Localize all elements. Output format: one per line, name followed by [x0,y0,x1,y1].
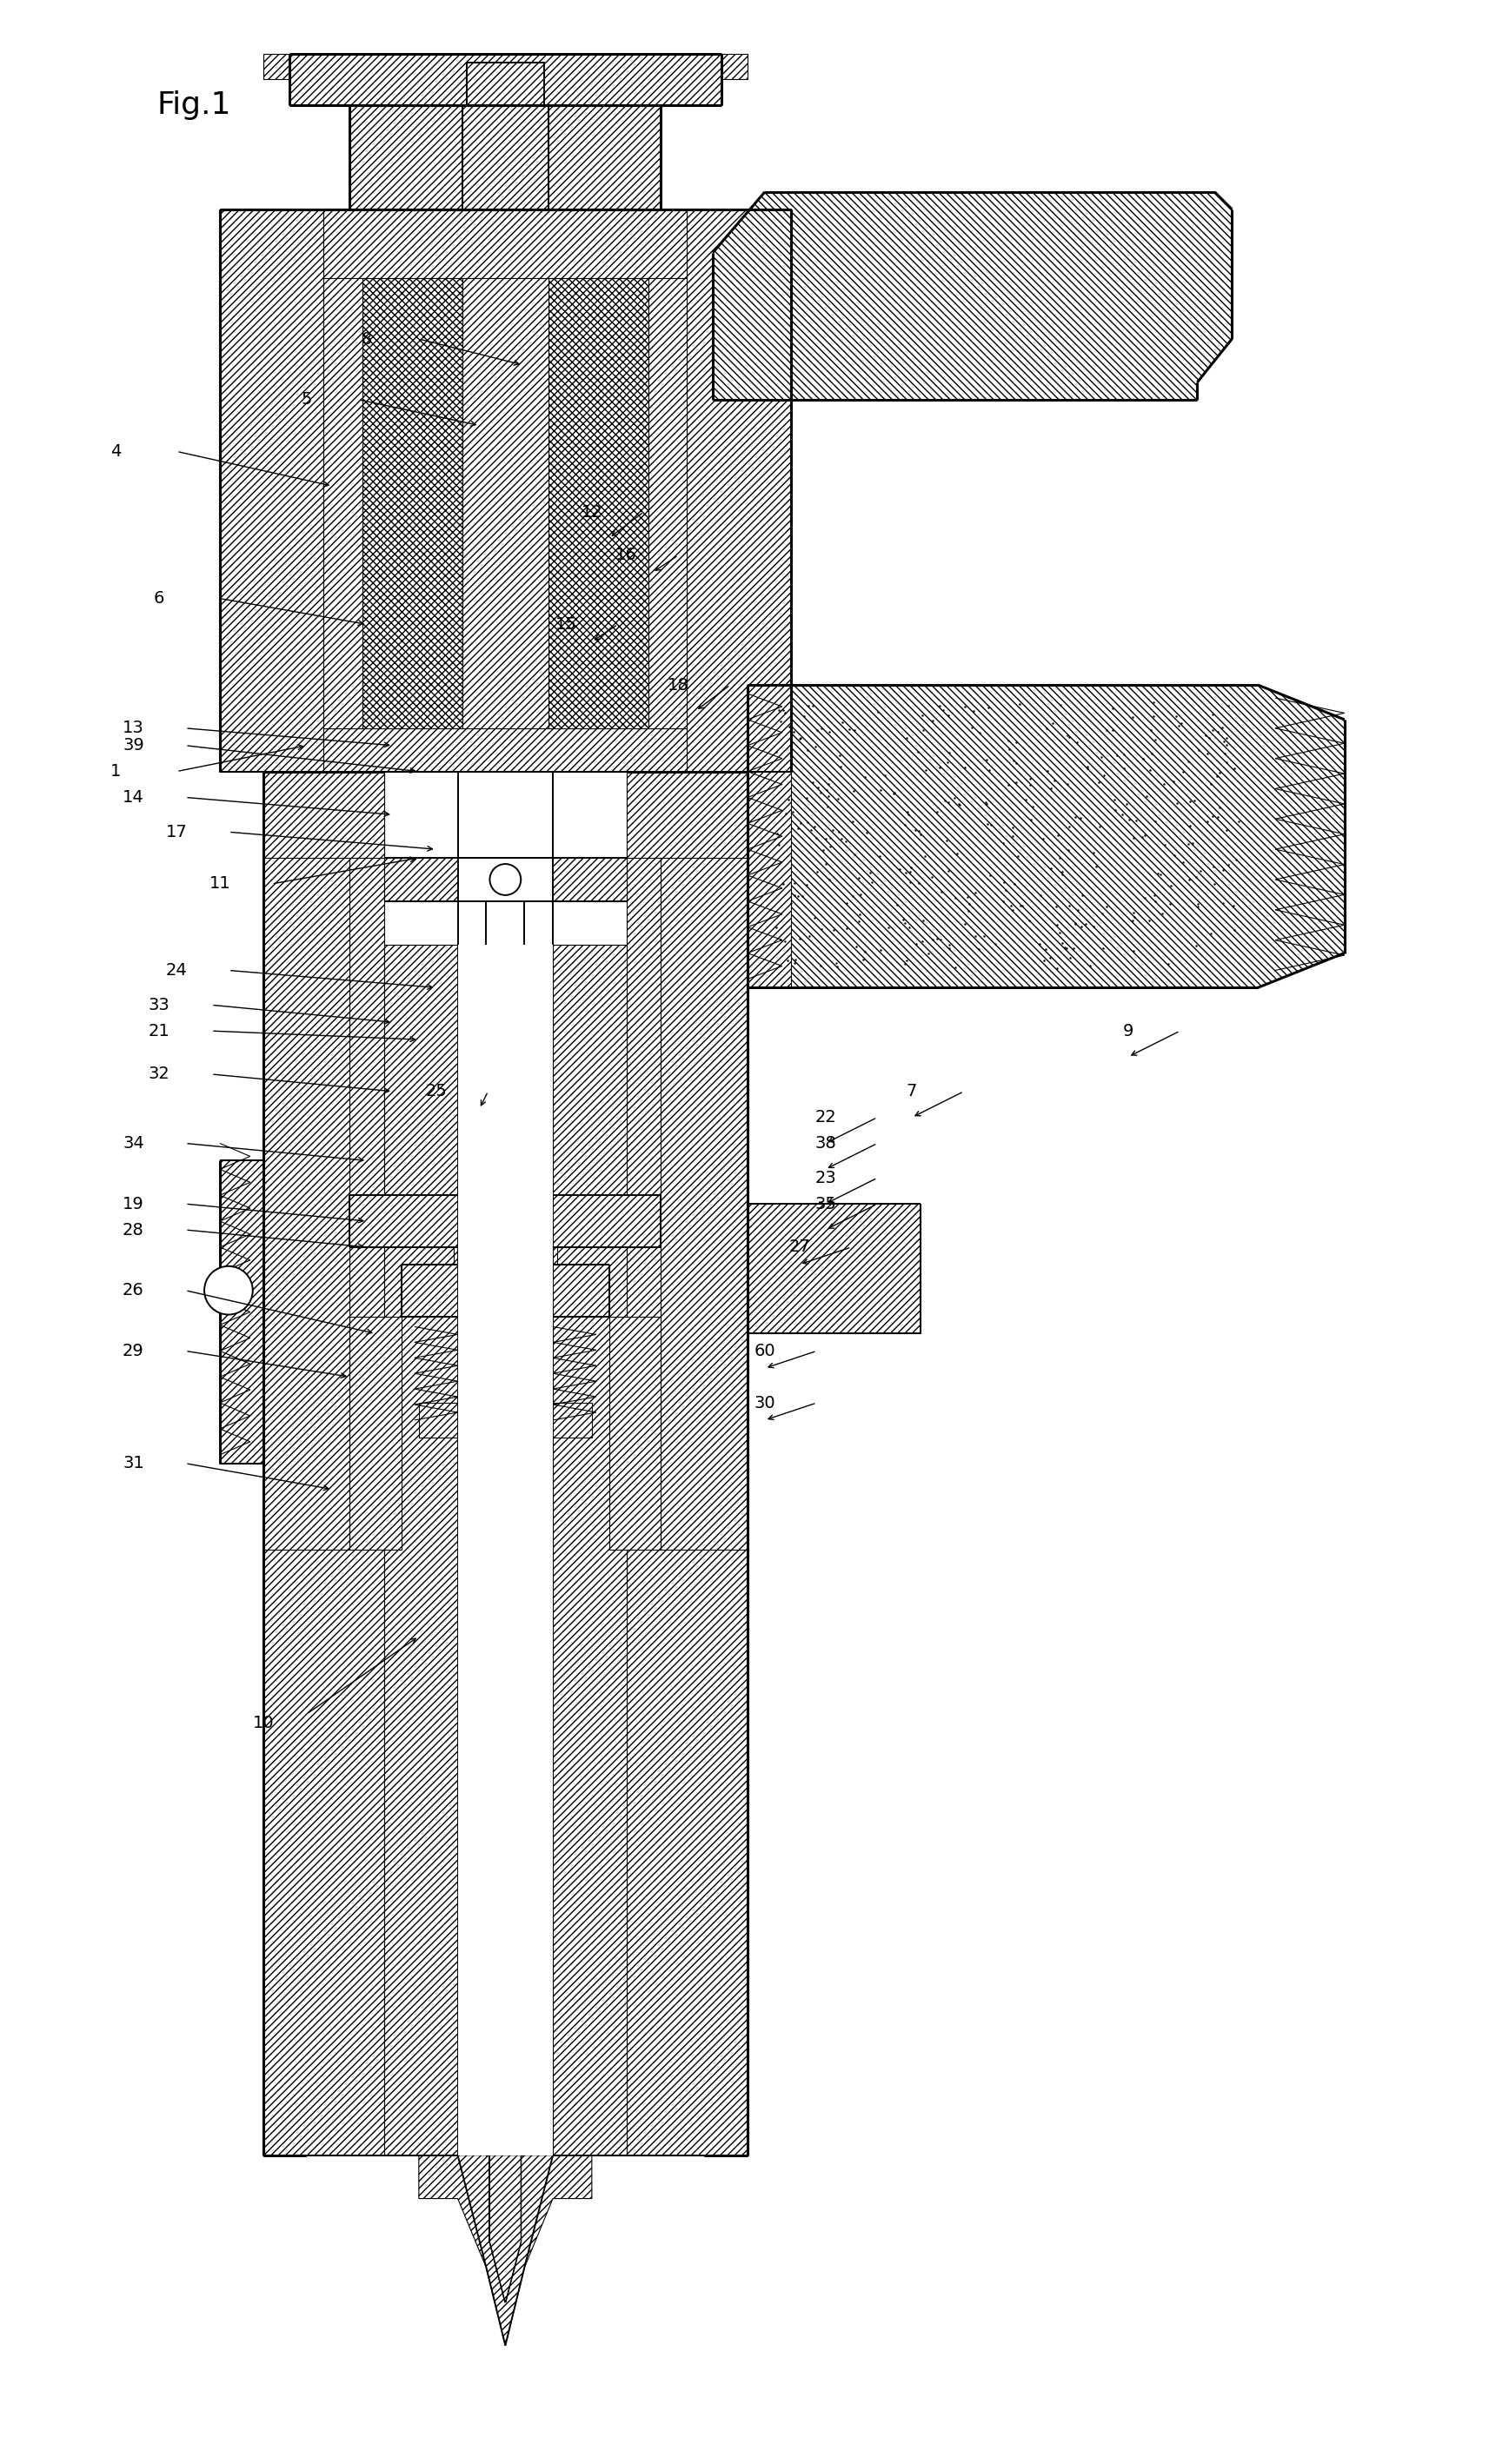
Polygon shape [552,944,627,2156]
Polygon shape [384,857,627,902]
Polygon shape [747,685,1345,988]
Polygon shape [747,1205,920,1333]
Text: 12: 12 [581,503,603,520]
Text: Fig.1: Fig.1 [156,91,231,121]
Text: 26: 26 [122,1281,144,1299]
Polygon shape [548,278,648,729]
Polygon shape [402,1264,609,1316]
Polygon shape [457,944,552,2156]
Text: 10: 10 [253,1715,274,1732]
Polygon shape [264,771,384,857]
Polygon shape [350,106,661,209]
Polygon shape [264,54,289,79]
Text: 29: 29 [122,1343,144,1360]
Text: 38: 38 [814,1136,837,1151]
Text: 13: 13 [122,719,144,737]
Circle shape [490,865,521,894]
Text: 27: 27 [789,1239,810,1254]
Text: 60: 60 [753,1343,776,1360]
Text: 31: 31 [122,1456,144,1471]
Text: 9: 9 [1123,1023,1133,1040]
Polygon shape [661,771,747,1550]
Polygon shape [289,54,722,106]
Text: 21: 21 [149,1023,170,1040]
Text: 14: 14 [122,788,144,806]
Text: 18: 18 [667,678,689,692]
Polygon shape [457,771,552,2156]
Text: 34: 34 [122,1136,144,1151]
Polygon shape [627,771,747,857]
Polygon shape [454,1247,557,1264]
Text: 16: 16 [615,547,637,564]
Text: 28: 28 [122,1222,144,1237]
Text: 23: 23 [814,1170,837,1185]
Polygon shape [264,771,350,1550]
Polygon shape [627,771,747,2156]
Text: 22: 22 [814,1109,837,1126]
Polygon shape [466,62,545,106]
Polygon shape [686,209,791,771]
Polygon shape [490,2156,521,2301]
Polygon shape [747,685,791,988]
Polygon shape [609,1316,661,1550]
Polygon shape [487,902,524,2156]
Polygon shape [264,771,384,2156]
Polygon shape [462,106,548,209]
Text: 5: 5 [301,392,311,407]
Text: 32: 32 [149,1067,170,1082]
Polygon shape [363,278,462,729]
Text: 19: 19 [122,1195,144,1212]
Text: 6: 6 [153,591,165,606]
Polygon shape [350,1316,402,1550]
Text: 35: 35 [814,1195,837,1212]
Polygon shape [220,1161,264,1464]
Text: 39: 39 [122,737,144,754]
Text: 17: 17 [165,823,188,840]
Polygon shape [323,729,686,771]
Polygon shape [722,54,747,79]
Text: 30: 30 [753,1395,776,1412]
Polygon shape [323,209,686,278]
Polygon shape [323,278,363,729]
Polygon shape [648,278,686,729]
Text: 33: 33 [149,998,170,1013]
Text: 7: 7 [907,1084,917,1099]
Polygon shape [490,2156,521,2301]
Text: 24: 24 [165,961,188,978]
Polygon shape [350,1195,661,1247]
Circle shape [204,1266,253,1316]
Polygon shape [384,944,457,2156]
Polygon shape [713,192,1231,399]
Polygon shape [462,278,548,729]
Text: 11: 11 [208,875,231,892]
Polygon shape [418,2156,591,2346]
Polygon shape [418,1402,591,1437]
Text: 15: 15 [555,616,576,633]
Text: 4: 4 [110,444,122,461]
Text: 25: 25 [426,1084,447,1099]
Polygon shape [220,209,323,771]
Text: 8: 8 [362,330,372,347]
Text: 1: 1 [110,764,122,779]
